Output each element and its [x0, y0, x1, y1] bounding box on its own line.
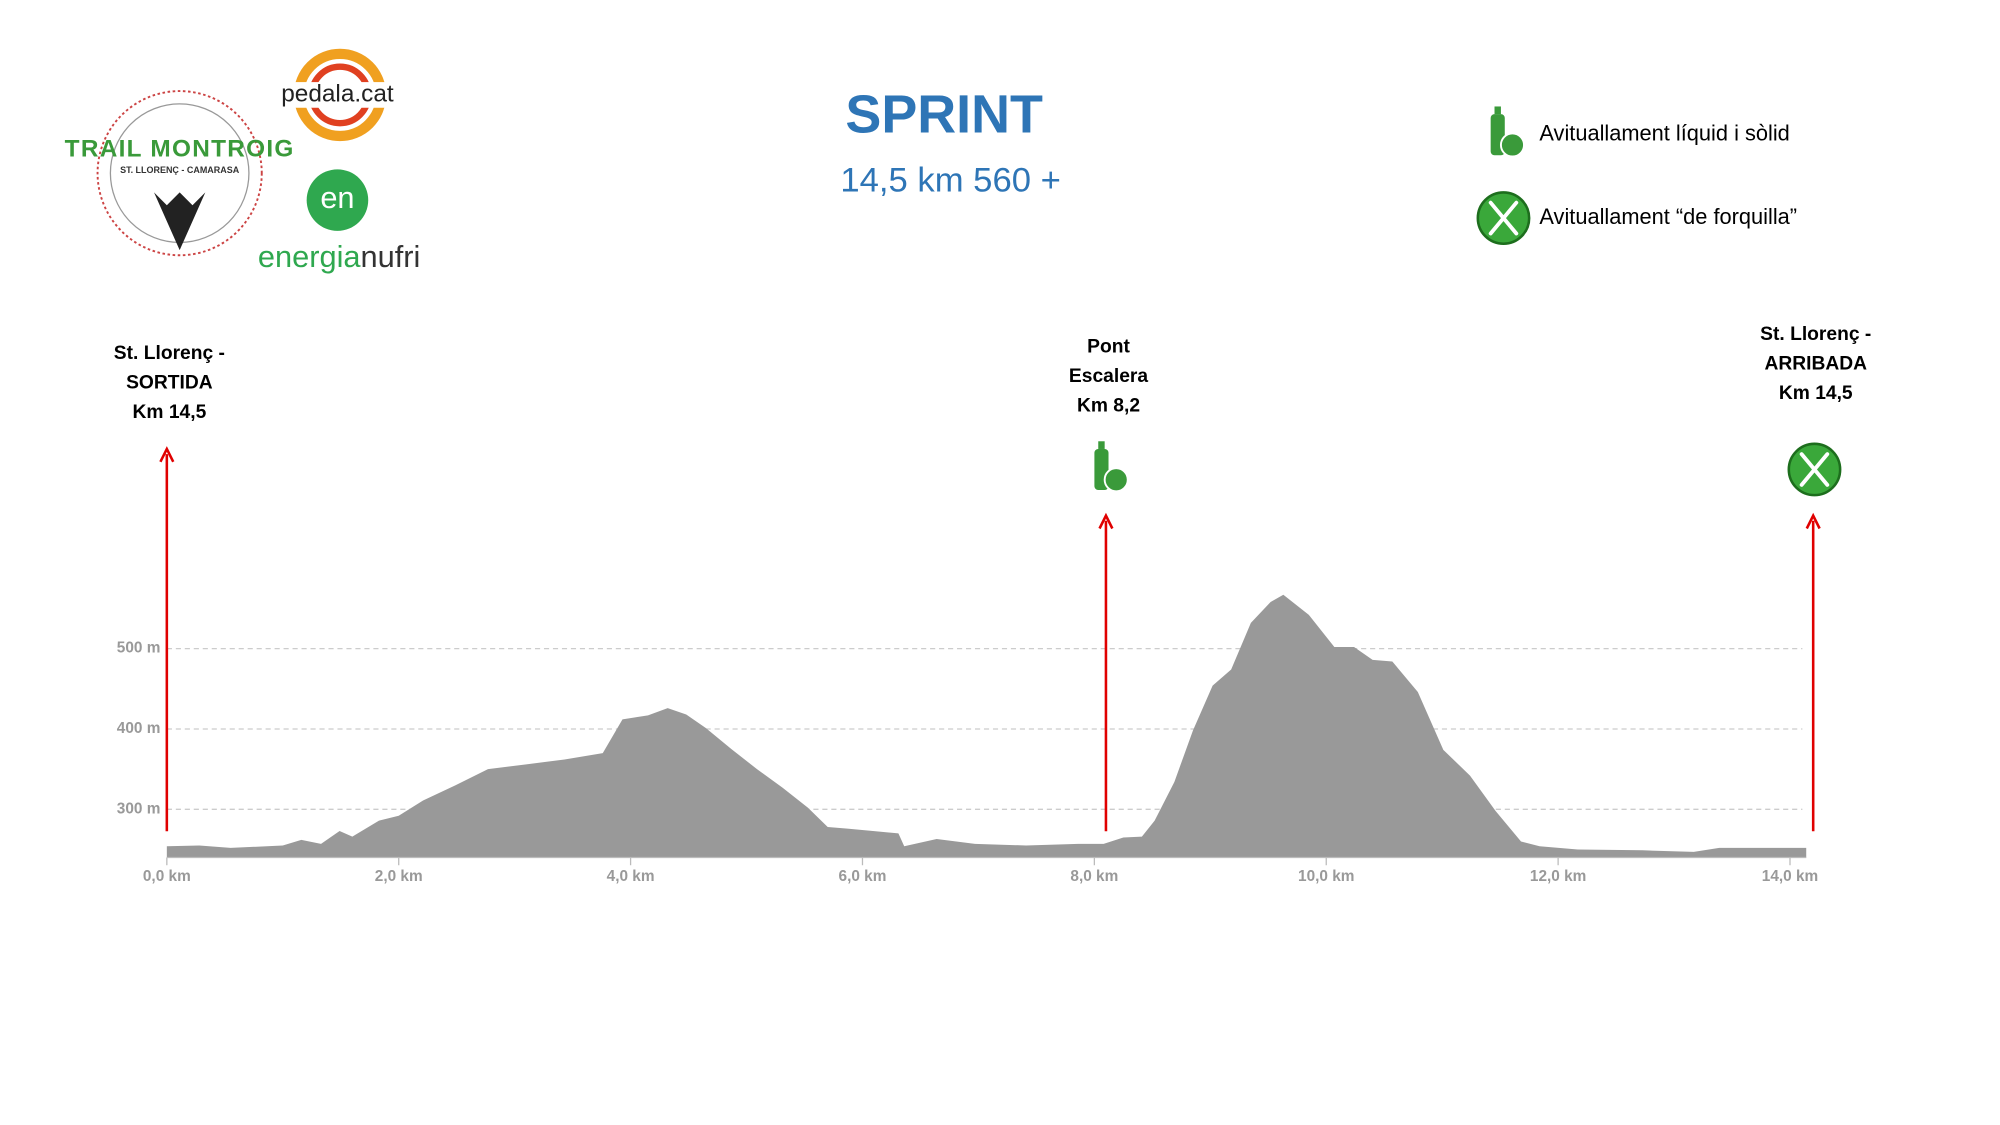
annotation-label: Km 8,2 — [1077, 396, 1140, 417]
icon-liquid — [1094, 441, 1129, 493]
logo-energia: en energianufri — [258, 169, 420, 274]
icon-cross — [1799, 452, 1830, 487]
x-tick-label: 6,0 km — [839, 868, 887, 885]
chart-subtitle: 14,5 km 560 + — [840, 161, 1060, 199]
icon-apple — [1499, 132, 1525, 158]
annotation-label: St. Llorenç - — [114, 343, 225, 364]
logo-text: en — [320, 180, 354, 215]
x-tick-label: 4,0 km — [607, 868, 655, 885]
y-tick-label: 500 m — [117, 640, 161, 657]
annotation-label: St. Llorenç - — [1760, 324, 1871, 345]
legend-label: Avituallament “de forquilla” — [1539, 204, 1797, 229]
logo-bg — [275, 82, 400, 108]
arrow-head — [159, 446, 175, 463]
icon-cap — [1098, 441, 1105, 449]
icon-cross — [1488, 200, 1519, 236]
x-tick-label: 8,0 km — [1070, 868, 1118, 885]
logo-pedala: pedala.cat — [275, 48, 400, 142]
y-tick-label: 300 m — [117, 800, 161, 817]
annotation-label: Km 14,5 — [1779, 383, 1853, 404]
icon-liquid — [1490, 106, 1525, 158]
elevation-area — [166, 594, 1807, 858]
logo-text: nufri — [361, 239, 421, 274]
logo-ring — [96, 90, 263, 257]
chart-title: SPRINT — [845, 84, 1043, 144]
logo-text: ST. LLORENÇ - CAMARASA — [120, 165, 240, 175]
arrow-head — [1098, 512, 1114, 530]
annotation-label: Km 14,5 — [133, 402, 207, 423]
annotation-label: SORTIDA — [126, 373, 213, 394]
logo-owl — [154, 192, 206, 251]
x-tick-label: 14,0 km — [1762, 868, 1818, 885]
logo-circle — [306, 169, 369, 231]
icon-apple — [1103, 467, 1129, 493]
x-tick-label: 12,0 km — [1530, 868, 1586, 885]
icon-fork — [1476, 191, 1531, 246]
logo-text: energianufri — [258, 239, 420, 274]
annotation-label: Escalera — [1069, 366, 1148, 387]
arrow-head — [1805, 512, 1821, 530]
logo-trail: TRAIL MONTROIG ST. LLORENÇ - CAMARASA — [65, 90, 295, 257]
logo-text: TRAIL MONTROIG — [65, 136, 295, 163]
x-tick-label: 2,0 km — [375, 868, 423, 885]
y-tick-label: 400 m — [117, 720, 161, 737]
logo-text: energia — [258, 239, 362, 274]
x-tick-label: 0,0 km — [143, 868, 191, 885]
logo-text: pedala.cat — [281, 80, 394, 107]
annotation-label: ARRIBADA — [1764, 353, 1867, 374]
x-tick-label: 10,0 km — [1298, 868, 1354, 885]
annotation-label: Pont — [1087, 337, 1130, 358]
legend-label: Avituallament líquid i sòlid — [1539, 120, 1789, 145]
icon-cap — [1494, 106, 1501, 115]
icon-fork — [1787, 442, 1842, 497]
